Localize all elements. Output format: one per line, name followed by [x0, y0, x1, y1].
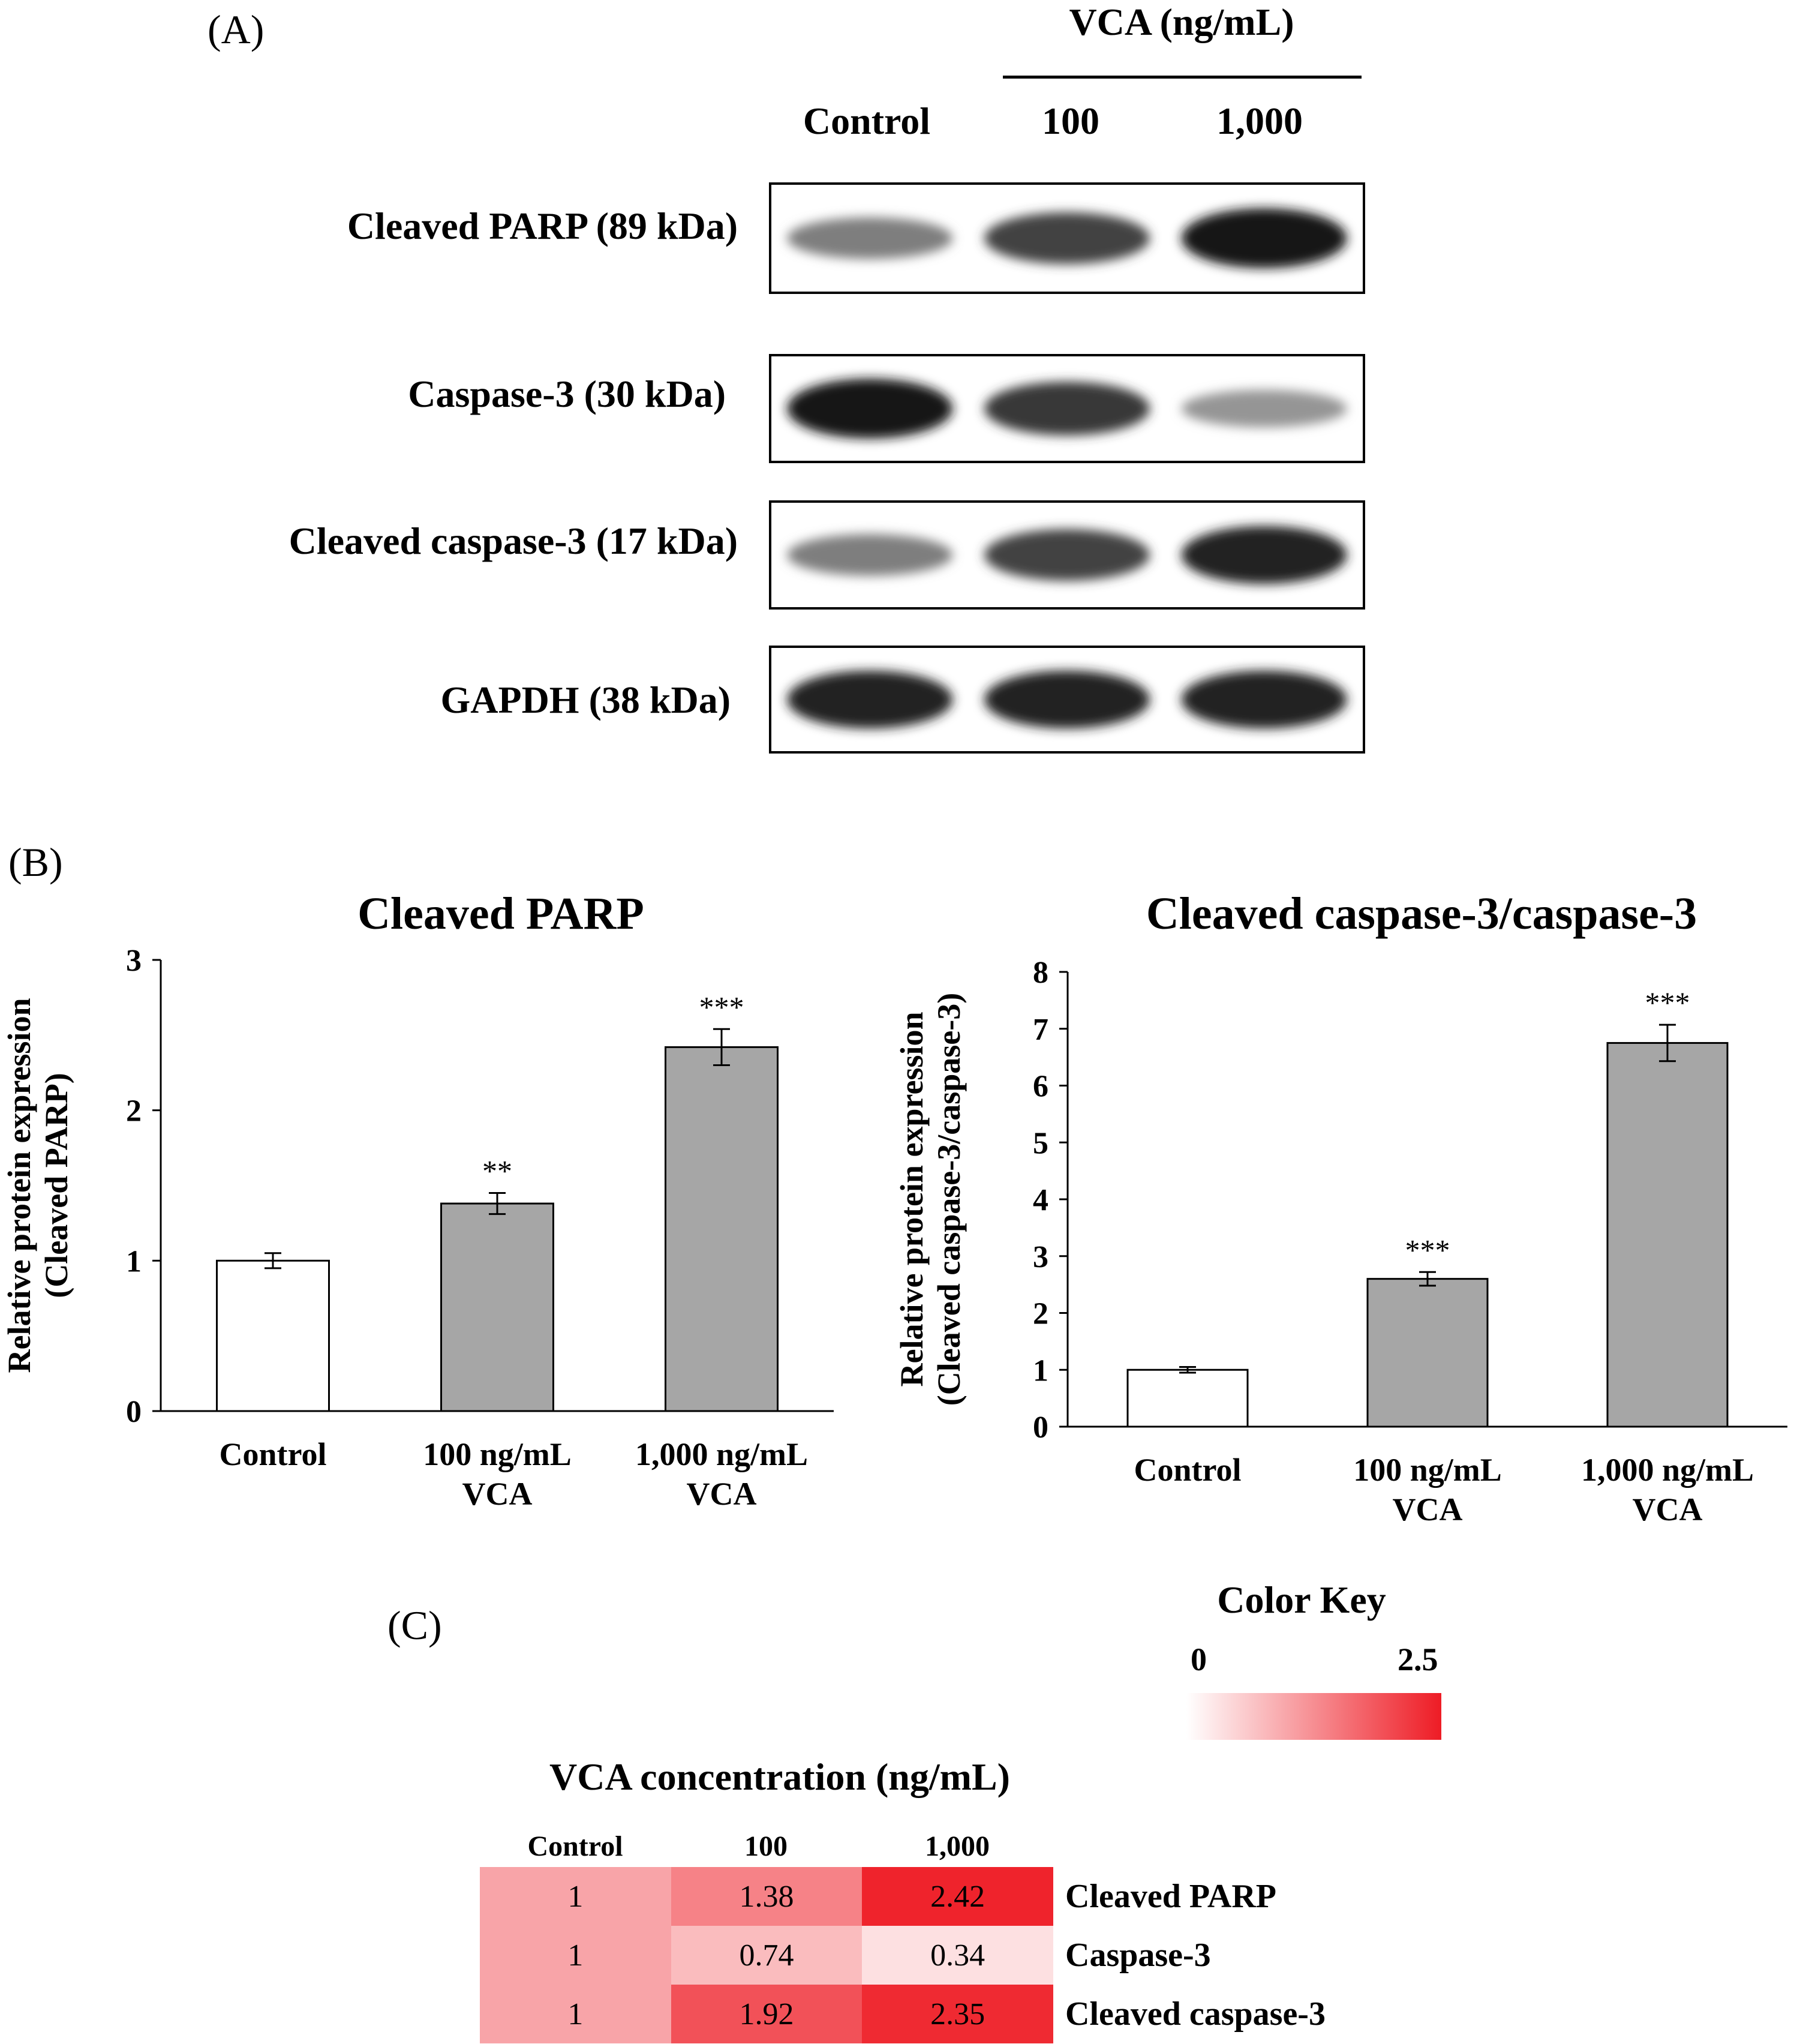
blot-band	[787, 217, 953, 259]
heatmap-cell: 1	[480, 1926, 671, 1985]
y-tick-label: 5	[1033, 1126, 1048, 1160]
color-key-min-label: 0	[1191, 1641, 1207, 1677]
significance-marker: **	[482, 1154, 512, 1188]
color-key-gradient	[1186, 1693, 1441, 1740]
x-tick-label: 1,000 ng/mL	[635, 1436, 808, 1472]
blot-bands	[787, 526, 1347, 584]
heatmap-row-label: Caspase-3	[1065, 1937, 1211, 1974]
y-tick-label: 1	[1033, 1353, 1048, 1388]
heatmap-title: VCA concentration (ng/mL)	[549, 1755, 1010, 1798]
color-key-title: Color Key	[1217, 1578, 1386, 1621]
blot-strip	[769, 500, 1365, 610]
x-tick-label: Control	[219, 1436, 326, 1472]
x-tick-label: VCA	[1393, 1491, 1463, 1527]
blot-group-divider	[1003, 76, 1362, 79]
y-tick-label: 6	[1033, 1070, 1048, 1104]
blot-strip	[769, 182, 1365, 294]
blot-bands	[787, 379, 1347, 439]
y-axis-label: Relative protein expression	[894, 1012, 930, 1387]
heatmap-cell: 1	[480, 1867, 671, 1926]
y-tick-label: 8	[1033, 956, 1048, 990]
blot-row-label: Caspase-3 (30 kDa)	[408, 373, 726, 415]
bar	[440, 1202, 554, 1412]
y-tick-label: 4	[1033, 1183, 1048, 1217]
blot-strip	[769, 646, 1365, 754]
heatmap-cell: 1	[480, 1985, 671, 2043]
heatmap-col-header: Control	[527, 1830, 623, 1862]
blot-strip	[769, 354, 1365, 463]
x-tick-label: 100 ng/mL	[423, 1436, 572, 1472]
blot-band	[787, 534, 953, 576]
blot-bands	[787, 208, 1347, 268]
bar-chart-cleaved-caspase3-ratio: Cleaved caspase-3/caspase-3 Relative prot…	[894, 889, 1787, 1527]
y-tick-label: 3	[126, 944, 142, 978]
blot-lane-header-control: Control	[803, 100, 931, 142]
x-tick-label: VCA	[1633, 1491, 1703, 1527]
bar	[1606, 1041, 1729, 1428]
heatmap-cell: 0.34	[862, 1926, 1053, 1985]
x-tick-label: 100 ng/mL	[1353, 1452, 1502, 1488]
blot-band	[1181, 389, 1347, 428]
significance-marker: ***	[1405, 1233, 1450, 1266]
heatmap-col-header: 1,000	[925, 1830, 990, 1862]
blot-band	[1181, 208, 1347, 268]
bar	[216, 1259, 330, 1412]
blot-band	[984, 382, 1150, 436]
blot-row-label: Cleaved PARP (89 kDa)	[347, 205, 738, 247]
blot-group-header: VCA (ng/mL)	[1069, 1, 1294, 43]
blot-band	[787, 379, 953, 439]
blot-band	[984, 670, 1150, 729]
bar	[665, 1046, 779, 1412]
panel-label-a: (A)	[208, 7, 265, 52]
x-tick-label: 1,000 ng/mL	[1581, 1452, 1754, 1488]
y-axis-label: Relative protein expression	[1, 998, 37, 1373]
x-tick-label: VCA	[462, 1476, 533, 1512]
bar	[1126, 1368, 1249, 1428]
panel-label-b: (B)	[8, 839, 63, 885]
blot-lane-header-1000: 1,000	[1216, 100, 1303, 142]
blot-lane-header-100: 100	[1042, 100, 1099, 142]
y-tick-label: 7	[1033, 1013, 1048, 1047]
significance-marker: ***	[1645, 986, 1690, 1019]
y-tick-label: 1	[126, 1244, 142, 1278]
heatmap-grid: 1 1.38 2.42 1 0.74 0.34 1 1.92 2.35	[480, 1867, 1053, 2043]
blot-band	[1181, 670, 1347, 729]
y-tick-label: 2	[126, 1094, 142, 1128]
y-tick-label: 2	[1033, 1297, 1048, 1331]
bar-chart-cleaved-parp: Cleaved PARP Relative protein expression(…	[1, 889, 834, 1512]
heatmap-cell: 1.92	[671, 1985, 863, 2043]
color-key-max-label: 2.5	[1398, 1641, 1438, 1677]
blot-bands	[787, 670, 1347, 729]
blot-band	[787, 670, 953, 729]
x-tick-label: VCA	[687, 1476, 757, 1512]
chart-title: Cleaved caspase-3/caspase-3	[1146, 889, 1697, 939]
heatmap-cell: 1.38	[671, 1867, 863, 1926]
heatmap-cell: 2.35	[862, 1985, 1053, 2043]
heatmap-cell: 2.42	[862, 1867, 1053, 1926]
y-tick-label: 0	[126, 1395, 142, 1429]
bar	[1366, 1278, 1489, 1428]
x-tick-label: Control	[1134, 1452, 1241, 1488]
heatmap-cell: 0.74	[671, 1926, 863, 1985]
significance-marker: ***	[699, 990, 744, 1023]
panel-label-c: (C)	[387, 1602, 442, 1648]
chart-title: Cleaved PARP	[357, 889, 644, 939]
blot-row-label: Cleaved caspase-3 (17 kDa)	[289, 520, 738, 562]
blot-band	[984, 529, 1150, 581]
blot-band	[984, 212, 1150, 265]
y-axis-label: (Cleaved caspase-3/caspase-3)	[931, 993, 967, 1406]
heatmap-row-label: Cleaved PARP	[1065, 1878, 1276, 1915]
y-axis-label: (Cleaved PARP)	[38, 1073, 74, 1298]
y-tick-label: 0	[1033, 1410, 1048, 1445]
blot-band	[1181, 526, 1347, 584]
blot-row-label: GAPDH (38 kDa)	[440, 679, 731, 721]
heatmap-row-label: Cleaved caspase-3	[1065, 1995, 1326, 2033]
y-tick-label: 3	[1033, 1240, 1048, 1274]
heatmap-col-header: 100	[744, 1830, 788, 1862]
